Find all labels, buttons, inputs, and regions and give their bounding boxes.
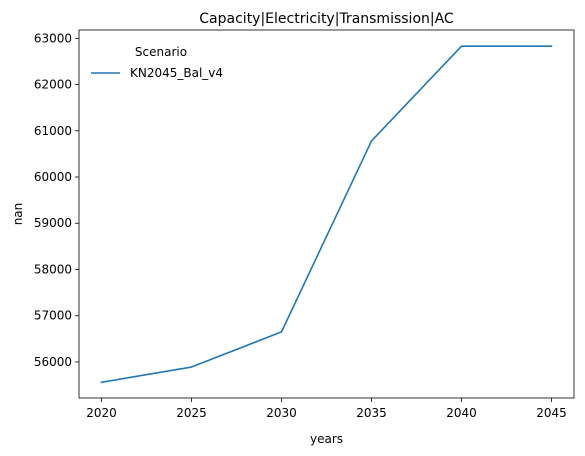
- x-tick-label: 2020: [86, 406, 117, 420]
- series-layer: [100, 45, 553, 384]
- y-axis-label: nan: [11, 203, 25, 226]
- y-tick-label: 58000: [34, 262, 72, 276]
- plot-frame: [78, 29, 575, 399]
- y-tick-label: 57000: [34, 309, 72, 323]
- x-tick-label: 2045: [536, 406, 567, 420]
- y-axis-ticks: 56000 57000 58000 59000 60000 61000 62000 63000: [34, 31, 79, 369]
- x-axis-ticks: 2020 2025 2030 2035 2040 2045: [86, 398, 567, 420]
- y-tick-label: 62000: [34, 78, 72, 92]
- chart-title: Capacity|Electricity|Transmission|AC: [199, 11, 454, 27]
- y-tick-label: 61000: [34, 124, 72, 138]
- legend-entry-label: KN2045_Bal_v4: [130, 66, 223, 80]
- y-tick-label: 56000: [34, 355, 72, 369]
- legend-title: Scenario: [135, 45, 187, 59]
- legend-items: KN2045_Bal_v4: [91, 66, 223, 80]
- y-tick-label: 59000: [34, 216, 72, 230]
- x-tick-label: 2025: [176, 406, 207, 420]
- y-tick-label: 63000: [34, 31, 72, 45]
- y-tick-label: 60000: [34, 170, 72, 184]
- x-tick-label: 2040: [446, 406, 477, 420]
- legend: Scenario KN2045_Bal_v4: [91, 45, 223, 80]
- x-tick-label: 2030: [266, 406, 297, 420]
- x-axis-label: years: [310, 432, 343, 446]
- series-line: [100, 45, 553, 384]
- x-tick-label: 2035: [356, 406, 387, 420]
